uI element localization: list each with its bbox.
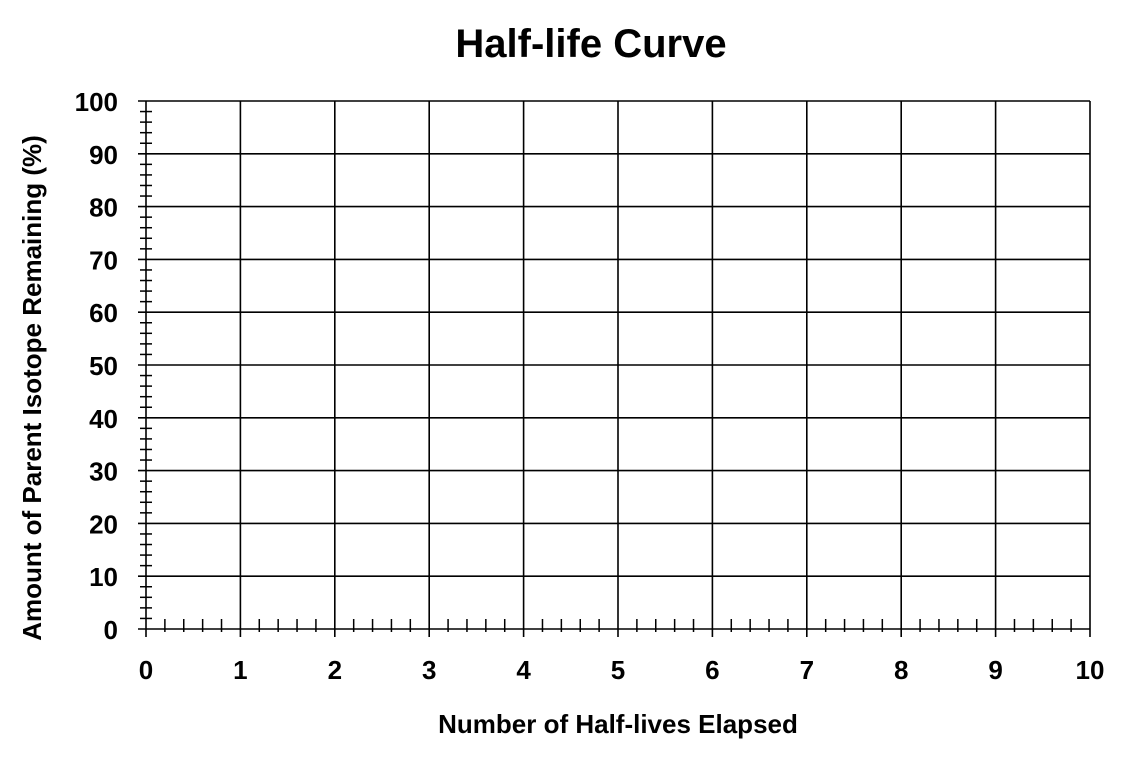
y-axis-label: Amount of Parent Isotope Remaining (%) [17,135,47,641]
x-tick-label: 9 [988,655,1002,685]
y-tick-label: 50 [89,351,118,381]
x-tick-labels: 0 1 2 3 4 5 6 7 8 9 10 [139,655,1105,685]
x-tick-label: 7 [800,655,814,685]
y-tick-label: 40 [89,404,118,434]
x-tick-label: 5 [611,655,625,685]
y-tick-label: 90 [89,140,118,170]
x-tick-label: 10 [1076,655,1105,685]
x-tick-label: 6 [705,655,719,685]
y-tick-label: 100 [75,87,118,117]
x-tick-label: 8 [894,655,908,685]
x-tick-label: 2 [328,655,342,685]
x-tick-label: 4 [516,655,531,685]
x-axis-label: Number of Half-lives Elapsed [438,709,798,739]
y-tick-label: 20 [89,509,118,539]
x-tick-label: 1 [233,655,247,685]
y-tick-label: 60 [89,298,118,328]
y-tick-label: 0 [104,615,118,645]
y-tick-label: 10 [89,562,118,592]
chart-title: Half-life Curve [455,22,726,66]
x-tick-label: 3 [422,655,436,685]
y-tick-labels: 0 10 20 30 40 50 60 70 80 90 100 [75,87,118,645]
minor-ticks [140,110,1072,632]
y-tick-label: 70 [89,245,118,275]
x-tick-label: 0 [139,655,153,685]
y-tick-label: 30 [89,457,118,487]
y-tick-label: 80 [89,193,118,223]
grid-lines [138,100,1091,637]
